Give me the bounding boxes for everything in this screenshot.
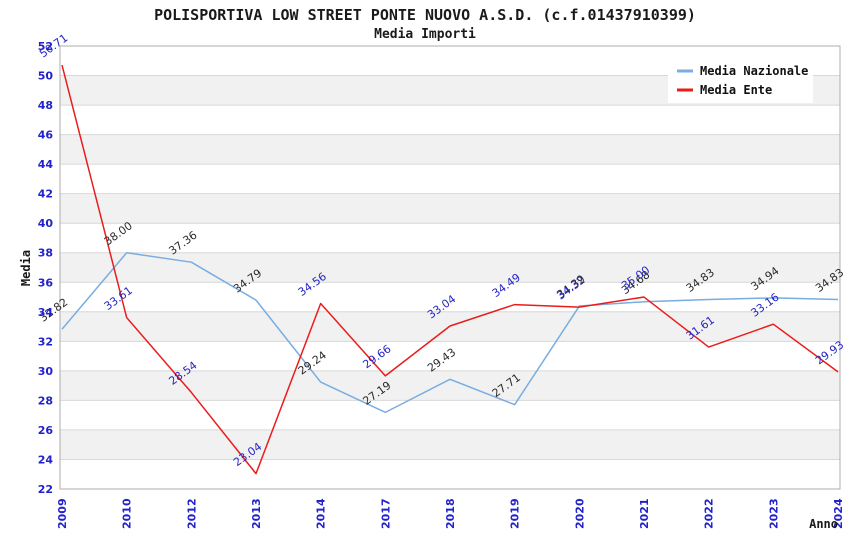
- y-axis-title: Media: [19, 250, 33, 286]
- y-tick-label: 44: [38, 158, 54, 171]
- x-tick-label: 2009: [56, 498, 69, 529]
- legend-label: Media Ente: [700, 83, 772, 97]
- x-tick-label: 2019: [509, 498, 522, 529]
- series-line-media-ente: [61, 64, 839, 475]
- y-tick-label: 48: [38, 99, 53, 112]
- x-tick-label: 2023: [767, 498, 780, 529]
- y-tick-label: 42: [38, 188, 53, 201]
- x-tick-label: 2010: [121, 498, 134, 529]
- x-tick-label: 2012: [185, 498, 198, 529]
- plot-band: [60, 370, 840, 401]
- y-tick-label: 32: [38, 335, 53, 348]
- x-tick-label: 2020: [573, 498, 586, 529]
- y-tick-label: 46: [38, 129, 54, 142]
- x-tick-label: 2013: [250, 498, 263, 529]
- plot-band: [60, 429, 840, 460]
- x-axis-title: Anno: [809, 517, 838, 531]
- y-tick-label: 36: [38, 276, 54, 289]
- y-tick-label: 34: [38, 306, 54, 319]
- x-tick-label: 2018: [444, 498, 457, 529]
- y-tick-label: 26: [38, 424, 54, 437]
- y-tick-label: 38: [38, 247, 53, 260]
- data-label: 33.61: [102, 284, 135, 313]
- x-tick-label: 2021: [638, 498, 651, 529]
- data-label: 29.93: [813, 338, 846, 367]
- plot-band: [60, 134, 840, 165]
- y-tick-label: 40: [38, 217, 54, 230]
- legend-box: [668, 57, 813, 103]
- y-tick-label: 30: [38, 365, 54, 378]
- y-tick-label: 52: [38, 40, 53, 53]
- series-line-media-nazionale: [61, 251, 839, 414]
- x-tick-label: 2017: [379, 498, 392, 529]
- y-tick-label: 50: [38, 70, 54, 83]
- x-tick-label: 2014: [315, 498, 328, 529]
- y-tick-label: 24: [38, 453, 54, 466]
- data-label: 29.43: [425, 346, 458, 375]
- plot-band: [60, 252, 840, 283]
- chart-subtitle: Media Importi: [374, 27, 476, 42]
- x-tick-label: 2022: [703, 498, 716, 529]
- legend-label: Media Nazionale: [700, 64, 808, 78]
- chart-title: POLISPORTIVA LOW STREET PONTE NUOVO A.S.…: [154, 6, 696, 24]
- plot-band: [60, 193, 840, 224]
- x-tick-label: 2024: [832, 498, 845, 529]
- plot-border: [59, 45, 841, 490]
- y-tick-label: 22: [38, 483, 53, 496]
- y-tick-label: 28: [38, 394, 53, 407]
